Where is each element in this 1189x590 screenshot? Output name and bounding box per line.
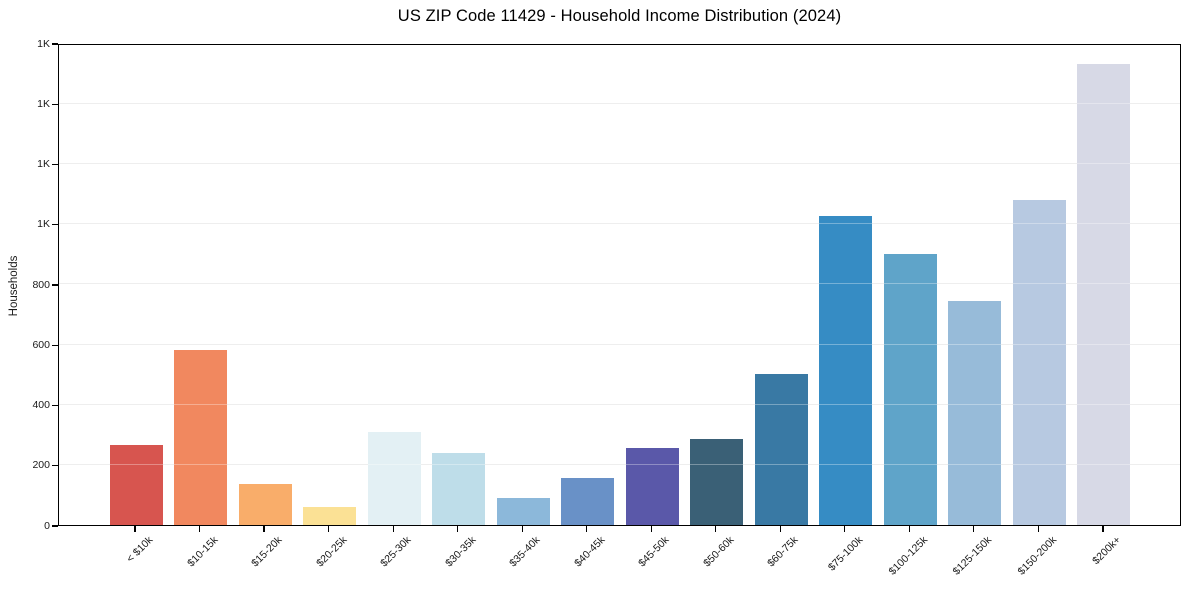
gridline	[59, 102, 1180, 104]
bar-$100-125k	[883, 253, 937, 525]
y-tick-label: 200	[32, 459, 50, 472]
y-tick-mark	[52, 163, 58, 166]
x-tick-label: $30-35k	[442, 534, 479, 570]
bar-$50-60k	[690, 439, 744, 525]
y-tick-mark	[52, 525, 58, 527]
x-tick-label: $45-50k	[636, 534, 672, 570]
x-tick-mark	[844, 526, 846, 532]
y-tick-mark	[52, 43, 58, 45]
y-tick-mark	[52, 344, 58, 346]
gridline	[59, 283, 1180, 285]
gridline	[59, 162, 1180, 164]
x-tick-label: $25-30k	[378, 534, 414, 570]
x-tick-label: $15-20k	[249, 534, 285, 570]
x-tick-label: $20-25k	[313, 534, 350, 570]
x-tick-label: $75-100k	[825, 534, 866, 574]
x-tick-label: $125-150k	[950, 534, 995, 578]
bar-$200k+	[1077, 64, 1131, 525]
bar-$75-100k	[819, 216, 873, 525]
x-tick-mark	[650, 526, 652, 532]
x-tick-mark	[715, 526, 717, 532]
x-tick-label: $150-200k	[1015, 534, 1059, 578]
gridline-overlay	[59, 223, 1180, 225]
y-tick-mark	[52, 465, 58, 467]
x-tick-mark	[586, 526, 588, 532]
y-tick-label: 0	[44, 519, 50, 532]
x-tick-mark	[134, 526, 136, 532]
x-tick-mark	[327, 526, 330, 532]
gridline	[59, 464, 1180, 466]
y-tick-label: 600	[32, 338, 50, 351]
gridline	[59, 403, 1180, 405]
x-tick-mark	[1102, 526, 1104, 532]
y-tick-label: 1K	[37, 37, 50, 50]
bar-$20-25k	[303, 506, 357, 525]
x-tick-mark	[521, 526, 523, 532]
x-tick-label: $60-75k	[765, 534, 801, 570]
bar-$25-30k	[367, 431, 421, 525]
bar-$40-45k	[561, 478, 615, 525]
x-tick-mark	[263, 526, 265, 532]
bar-$125-150k	[948, 300, 1002, 525]
y-tick-label: 1K	[37, 97, 50, 110]
gridline-overlay	[59, 283, 1180, 285]
gridline-overlay	[59, 162, 1180, 164]
plot-area	[58, 44, 1181, 526]
x-tick-label: $10-15k	[184, 534, 221, 570]
x-tick-mark	[457, 526, 459, 532]
bar-$45-50k	[625, 448, 679, 525]
y-tick-mark	[52, 103, 58, 105]
y-tick-label: 400	[32, 399, 50, 411]
y-tick-mark	[52, 224, 58, 226]
x-tick-label: $100-125k	[886, 534, 930, 578]
x-tick-label: < $10k	[124, 534, 156, 565]
x-tick-mark	[973, 526, 975, 532]
x-tick-label: $40-45k	[571, 534, 608, 570]
x-tick-mark	[908, 526, 910, 532]
x-tick-mark	[392, 526, 394, 532]
x-tick-label: $200k+	[1090, 534, 1124, 568]
x-tick-mark	[198, 526, 201, 532]
y-tick-label: 800	[32, 278, 50, 291]
x-tick-label: $50-60k	[700, 534, 737, 570]
x-tick-label: $35-40k	[507, 534, 543, 570]
gridline-overlay	[59, 403, 1180, 405]
gridline	[59, 343, 1180, 345]
bar-$60-75k	[754, 374, 808, 525]
gridline-overlay	[59, 464, 1180, 466]
y-tick-label: 1K	[37, 158, 50, 170]
bar-$35-40k	[496, 497, 550, 525]
bar-$150-200k	[1012, 199, 1066, 525]
y-tick-mark	[52, 404, 58, 407]
bar-$15-20k	[238, 484, 292, 525]
bar-< $10k	[109, 445, 163, 525]
bar-$10-15k	[174, 350, 228, 525]
x-tick-mark	[1037, 526, 1039, 532]
x-tick-mark	[779, 526, 781, 532]
gridline	[59, 223, 1180, 225]
gridline-overlay	[59, 102, 1180, 104]
chart-title: US ZIP Code 11429 - Household Income Dis…	[397, 7, 842, 25]
gridline-overlay	[59, 343, 1180, 345]
bar-$30-35k	[432, 452, 486, 525]
y-tick-label: 1K	[37, 218, 50, 231]
y-tick-mark	[52, 284, 58, 286]
